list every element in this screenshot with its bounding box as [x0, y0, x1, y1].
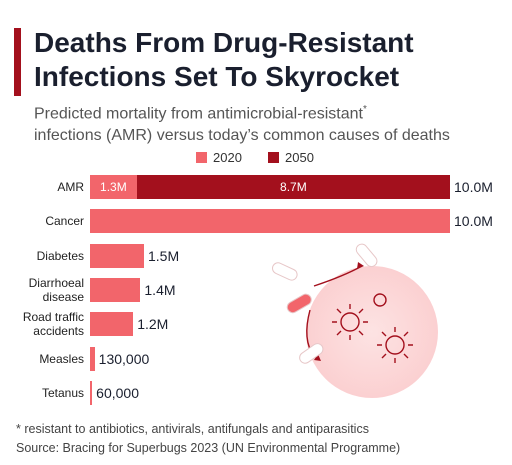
- title-accent: [14, 28, 21, 96]
- legend-label: 2020: [213, 150, 242, 165]
- subtitle-mark: *: [363, 104, 367, 115]
- title-line: Infections Set To Skyrocket: [34, 61, 400, 92]
- data-label: 1.3M: [100, 180, 127, 194]
- total-label: 60,000: [96, 384, 139, 401]
- total-label: 10.0M: [454, 179, 493, 195]
- y-tick-label: Diarrhoeal disease: [28, 275, 84, 304]
- legend-swatch: [268, 152, 279, 163]
- subtitle-text: infections (AMR) versus today’s common c…: [34, 127, 450, 145]
- total-label: 130,000: [98, 350, 150, 367]
- title-line: Deaths From Drug-Resistant: [34, 27, 414, 58]
- y-tick-label: Tetanus: [41, 385, 84, 400]
- subtitle-text: Predicted mortality from antimicrobial-r…: [34, 105, 363, 123]
- legend-item: 2050: [268, 150, 314, 165]
- data-label: 8.7M: [280, 180, 307, 194]
- bar: [90, 243, 144, 268]
- footnote: * resistant to antibiotics, antivirals, …: [16, 422, 369, 436]
- bar: [90, 346, 95, 371]
- y-tick-label: AMR: [57, 180, 84, 194]
- bar: [90, 209, 450, 234]
- total-label: 1.4M: [144, 281, 176, 298]
- total-label: 1.2M: [137, 316, 169, 333]
- y-tick-label: Cancer: [45, 214, 84, 229]
- legend-swatch: [196, 152, 207, 163]
- bar: [90, 277, 141, 302]
- bar: [136, 175, 450, 199]
- illustration: [271, 243, 438, 398]
- bar: [90, 175, 137, 199]
- total-label: 10.0M: [454, 213, 493, 230]
- y-tick-label: Measles: [39, 351, 84, 366]
- bar: [90, 380, 93, 405]
- bar: [90, 312, 134, 337]
- y-tick-label: Road traffic accidents: [22, 310, 84, 339]
- chart-title: Deaths From Drug-Resistant Infections Set…: [34, 26, 414, 94]
- y-tick-label: Diabetes: [36, 248, 84, 263]
- legend-item: 2020: [196, 150, 242, 165]
- source: Source: Bracing for Superbugs 2023 (UN E…: [16, 441, 401, 455]
- total-label: 1.5M: [148, 247, 180, 264]
- legend-label: 2050: [285, 150, 314, 165]
- subtitle: Predicted mortality from antimicrobial-r…: [34, 99, 450, 147]
